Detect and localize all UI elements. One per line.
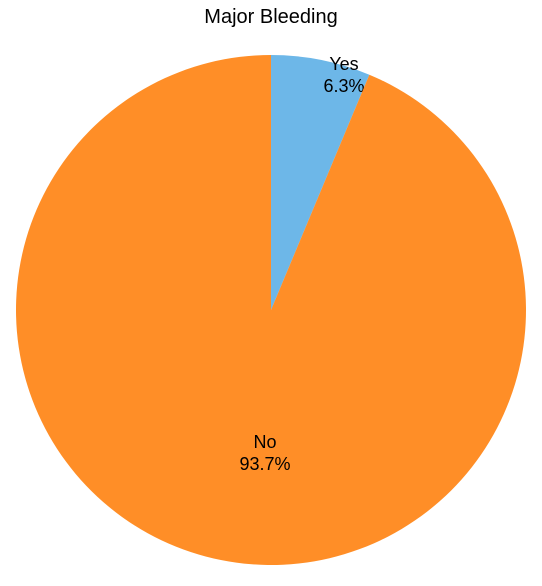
slice-label-percent-no: 93.7% (239, 454, 290, 474)
pie-chart-svg: Yes6.3% No93.7% (0, 0, 542, 586)
slice-label-percent-yes: 6.3% (323, 76, 364, 96)
chart-title: Major Bleeding (0, 6, 542, 29)
pie-chart-container: Major Bleeding Yes6.3% No93.7% (0, 0, 542, 586)
slice-label-name-no: No (253, 432, 276, 452)
slice-label-name-yes: Yes (329, 54, 358, 74)
